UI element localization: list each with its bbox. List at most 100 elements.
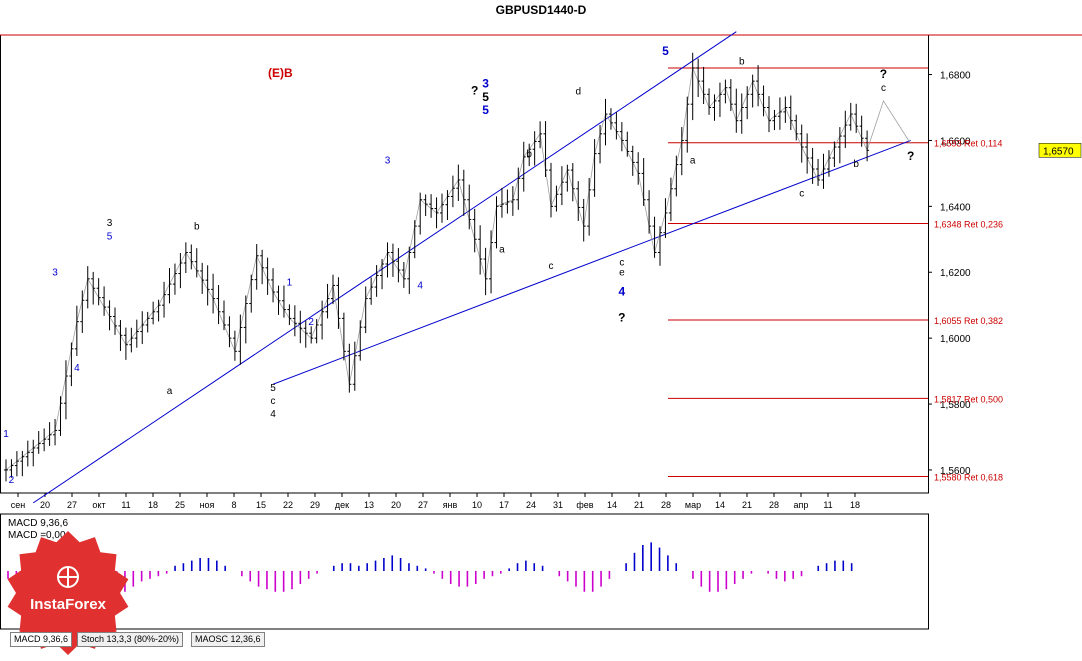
price-plot-frame: [0, 34, 929, 494]
wave-label: 3: [107, 218, 113, 229]
wave-label: ?: [618, 311, 625, 325]
x-tick-label: фев: [576, 500, 593, 510]
x-tick-label: 14: [715, 500, 725, 510]
current-price-text: 1,6570: [1043, 146, 1074, 157]
x-tick-label: 29: [310, 500, 320, 510]
wave-header-label: (E)B: [268, 66, 293, 80]
x-tick-label: дек: [335, 500, 349, 510]
x-tick-label: 20: [391, 500, 401, 510]
y-axis: 1,6800 1,6600 1,6400 1,6200 1,6000 1,5800 1,56…: [928, 71, 971, 477]
current-price-badge: [1038, 143, 1082, 158]
x-tick-label: мар: [685, 500, 701, 510]
tab-maosc[interactable]: MAOSC 12,36,6: [191, 632, 265, 647]
y-tick-label: 1,6800: [940, 71, 971, 82]
x-tick-label: янв: [443, 500, 458, 510]
logo-star-icon: [7, 531, 129, 655]
price-bars: [4, 52, 870, 482]
wave-label: 5: [107, 231, 113, 242]
channel-line: [32, 31, 737, 504]
wave-label: e: [619, 268, 625, 279]
instaforex-logo: InstaForex: [5, 530, 131, 656]
wave-label: b: [526, 149, 532, 160]
x-tick-label: сен: [11, 500, 26, 510]
x-tick-label: 11: [121, 500, 130, 510]
wave-label: b: [739, 57, 745, 68]
x-tick-label: ноя: [200, 500, 215, 510]
wave-label: 5: [482, 103, 489, 117]
x-tick-label: 24: [526, 500, 536, 510]
wave-label: c: [271, 396, 276, 407]
x-tick-label: 27: [418, 500, 428, 510]
wave-label: 3: [482, 77, 489, 91]
wave-label: 4: [270, 409, 276, 420]
tab-stoch[interactable]: Stoch 13,3,3 (80%-20%): [77, 632, 184, 647]
wave-label: 1: [287, 277, 293, 288]
wave-label: c: [881, 83, 886, 94]
wave-label: c: [799, 188, 804, 199]
wave-label: a: [690, 156, 696, 167]
wave-label: ?: [907, 149, 914, 163]
y-tick-label: 1,6600: [940, 136, 971, 147]
channel-lines: [32, 31, 911, 504]
wave-label: b: [194, 221, 200, 232]
wave-label: c: [619, 258, 624, 269]
x-tick-label: 14: [607, 500, 617, 510]
chart-title: GBPUSD1440-D: [495, 3, 587, 17]
y-tick-label: 1,6400: [940, 202, 971, 213]
wave-label: 2: [9, 475, 15, 486]
wave-label: 2: [308, 317, 314, 328]
x-tick-label: 21: [742, 500, 752, 510]
wave-label: 3: [52, 268, 58, 279]
wave-label: 4: [417, 281, 423, 292]
fib-label: 1,6348 Ret 0,236: [934, 219, 1003, 229]
x-tick-label: 13: [364, 500, 374, 510]
y-tick-label: 1,6200: [940, 268, 971, 279]
wave-label: 3: [385, 156, 391, 167]
x-tick-label: апр: [794, 500, 809, 510]
x-tick-label: 21: [634, 500, 644, 510]
x-tick-label: 20: [40, 500, 50, 510]
x-tick-label: 18: [850, 500, 860, 510]
wave-label: a: [499, 244, 505, 255]
fib-levels: 1,6593 Ret 0,114 1,6348 Ret 0,236 1,6055 R…: [668, 67, 1003, 483]
wave-label: c: [549, 261, 554, 272]
x-tick-label: 28: [661, 500, 671, 510]
wave-label: ?: [471, 83, 478, 97]
x-tick-label: 22: [283, 500, 293, 510]
x-tick-label: окт: [92, 500, 105, 510]
projection-path: [866, 99, 912, 151]
fib-label: 1,6055 Ret 0,382: [934, 316, 1003, 326]
y-tick-label: 1,5600: [940, 466, 971, 477]
macd-histogram: [7, 542, 853, 603]
channel-line: [272, 139, 911, 385]
fib-label: 1,5580 Ret 0,618: [934, 473, 1003, 483]
x-tick-label: 15: [256, 500, 266, 510]
wave-label: 1: [3, 429, 9, 440]
x-tick-label: 27: [67, 500, 77, 510]
logo-text: InstaForex: [30, 596, 106, 613]
wave-zigzag: [5, 66, 868, 471]
y-tick-label: 1,6000: [940, 334, 971, 345]
wave-label: b: [853, 159, 859, 170]
x-tick-label: 28: [769, 500, 779, 510]
macd-value: MACD =0,00: [8, 530, 66, 541]
wave-label: 5: [662, 44, 669, 58]
x-tick-label: 25: [175, 500, 185, 510]
fib-label: 1,6593 Ret 0,114: [934, 139, 1002, 149]
macd-frame: [0, 513, 929, 630]
x-axis: сен 20 27 окт 11 18 25 ноя 8 15 22 29 дек 13 20 27 янв 10…: [11, 493, 860, 510]
x-tick-label: 31: [553, 500, 563, 510]
x-tick-label: 10: [472, 500, 482, 510]
wave-label: a: [167, 386, 173, 397]
wave-label: ?: [880, 67, 887, 81]
macd-label: MACD 9,36,6: [8, 518, 68, 529]
x-tick-label: 11: [823, 500, 832, 510]
wave-label: 4: [74, 363, 80, 374]
tab-macd[interactable]: MACD 9,36,6: [10, 632, 73, 647]
y-tick-label: 1,5800: [940, 400, 971, 411]
wave-label: 5: [270, 383, 276, 394]
fib-label: 1,5817 Ret 0,500: [934, 394, 1003, 404]
x-tick-label: 8: [231, 500, 236, 510]
